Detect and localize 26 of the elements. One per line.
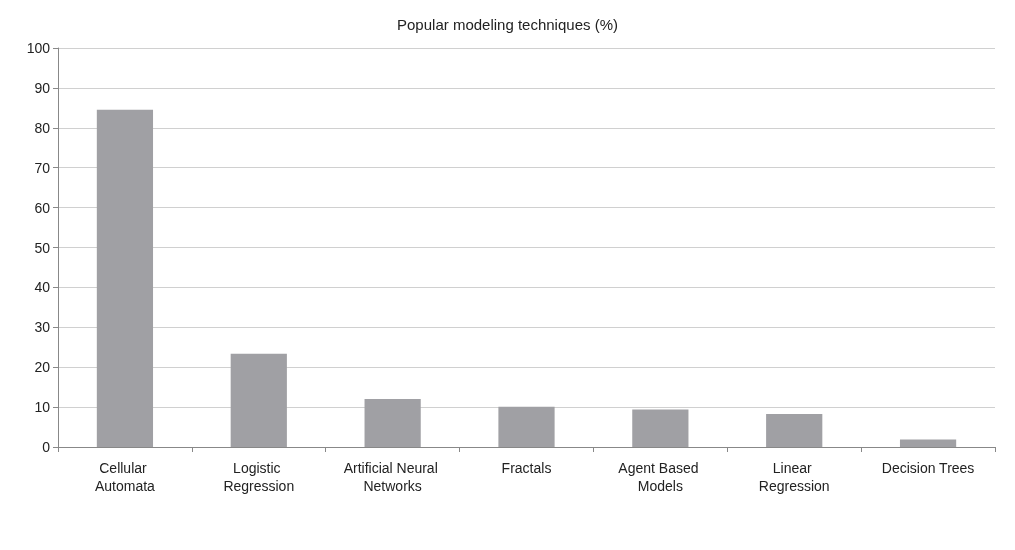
x-tick-label: Cellular Automata — [94, 460, 156, 494]
y-tick-label: 100 — [26, 40, 51, 56]
chart-title: Popular modeling techniques (%) — [397, 16, 618, 33]
x-tick-label: Agent Based Models — [618, 460, 703, 494]
y-tick-label: 10 — [34, 399, 51, 416]
x-tick-label: Fractals — [501, 460, 552, 476]
y-tick-label: 30 — [34, 319, 51, 336]
bar — [766, 413, 823, 447]
y-tick-label: 60 — [34, 199, 51, 216]
y-tick-label: 50 — [34, 239, 51, 256]
y-tick-label: 40 — [34, 279, 51, 296]
x-tick-label: Logistic Regression — [223, 460, 295, 494]
x-tick-label: Linear Regression — [758, 460, 830, 494]
bar — [96, 109, 154, 447]
y-tick-label: 0 — [42, 439, 51, 455]
y-tick-label: 90 — [34, 79, 51, 96]
bar — [632, 409, 689, 447]
y-tick-label: 20 — [34, 359, 51, 376]
bar — [498, 406, 555, 447]
bar — [230, 353, 287, 447]
bar — [899, 439, 957, 447]
x-tick-label: Decision Trees — [881, 460, 975, 476]
y-tick-label: 80 — [34, 119, 51, 136]
x-tick-label: Artificial Neural Networks — [343, 460, 442, 494]
y-tick-label: 70 — [34, 159, 51, 176]
bar — [364, 399, 421, 447]
